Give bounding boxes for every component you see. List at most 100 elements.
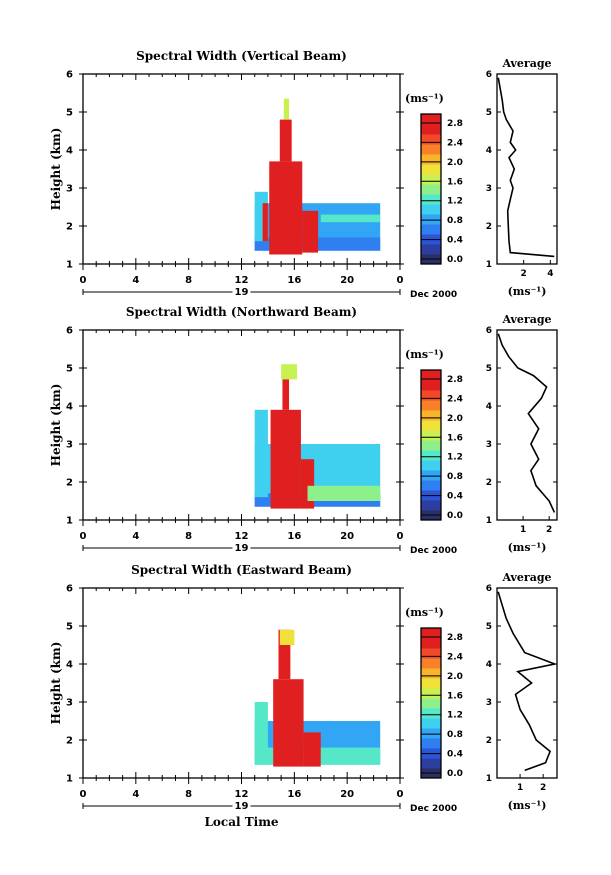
heatmap-cell xyxy=(254,409,268,498)
x-tick-label: 16 xyxy=(287,789,301,800)
colorbar-units: (ms⁻¹) xyxy=(405,348,444,361)
colorbar-segment xyxy=(421,668,441,679)
colorbar-segment xyxy=(421,184,441,195)
colorbar-tick-label: 0.8 xyxy=(447,472,463,482)
heatmap-cell xyxy=(254,702,268,759)
colorbar-segment xyxy=(421,420,441,431)
profile-y-tick-label: 6 xyxy=(486,70,492,80)
y-tick-label: 6 xyxy=(66,326,73,337)
x-tick-label: 4 xyxy=(132,789,139,800)
colorbar-segment xyxy=(421,758,441,769)
colorbar-tick-label: 0.4 xyxy=(447,750,463,760)
profile-line xyxy=(497,77,555,258)
colorbar-segment xyxy=(421,688,441,699)
profile-y-tick-label: 5 xyxy=(486,622,492,632)
colorbar-tick-label: 2.0 xyxy=(447,414,463,424)
y-axis-label: Height (km) xyxy=(49,384,63,467)
y-tick-label: 3 xyxy=(66,440,73,451)
heatmap-cell xyxy=(283,98,290,120)
day-label: 19 xyxy=(235,801,249,812)
colorbar-segment xyxy=(421,500,441,511)
profile-y-tick-label: 6 xyxy=(486,326,492,336)
x-tick-label: 8 xyxy=(185,789,192,800)
profile-y-tick-label: 4 xyxy=(486,146,492,156)
day-label: 19 xyxy=(235,287,249,298)
profile-y-tick-label: 5 xyxy=(486,364,492,374)
y-tick-label: 1 xyxy=(66,260,73,271)
colorbar-tick-label: 0.4 xyxy=(447,236,463,246)
colorbar-segment xyxy=(421,224,441,235)
colorbar-frame xyxy=(420,627,442,779)
y-tick-label: 3 xyxy=(66,184,73,195)
profile-y-tick-label: 3 xyxy=(486,440,492,450)
x-tick-label: 12 xyxy=(235,275,249,286)
heatmap-cell xyxy=(282,375,290,410)
colorbar-segment xyxy=(421,390,441,401)
x-axis-label: Local Time xyxy=(204,815,278,829)
colorbar-tick-label: 2.0 xyxy=(447,158,463,168)
colorbar-tick-label: 2.4 xyxy=(447,138,463,148)
colorbar-segment xyxy=(421,460,441,471)
profile-y-tick-label: 1 xyxy=(486,516,492,526)
heatmap-cell xyxy=(300,459,315,509)
profile-y-tick-label: 3 xyxy=(486,184,492,194)
y-tick-label: 4 xyxy=(66,660,73,671)
profile-title: Average xyxy=(501,313,551,326)
colorbar-segment xyxy=(421,470,441,481)
profile-x-tick-label: 1 xyxy=(517,783,523,793)
colorbar-segment xyxy=(421,450,441,461)
panel-3: Spectral Width (Eastward Beam)123456Heig… xyxy=(49,563,558,814)
x-tick-label: 0 xyxy=(397,531,404,542)
colorbar-tick-label: 1.6 xyxy=(447,691,463,701)
colorbar-tick-label: 1.2 xyxy=(447,197,463,207)
colorbar-segment xyxy=(421,708,441,719)
y-tick-label: 2 xyxy=(66,478,73,489)
colorbar-segment xyxy=(421,194,441,205)
y-tick-label: 4 xyxy=(66,146,73,157)
colorbar-frame xyxy=(420,113,442,265)
x-tick-label: 0 xyxy=(80,789,87,800)
profile-title: Average xyxy=(501,571,551,584)
heatmap-cells xyxy=(254,98,381,255)
day-label-bg xyxy=(232,542,251,552)
chart-title: Spectral Width (Northward Beam) xyxy=(126,305,357,319)
colorbar-tick-label: 2.8 xyxy=(447,375,463,385)
heatmap-cell xyxy=(270,409,301,509)
panel-1: Spectral Width (Vertical Beam)123456Heig… xyxy=(49,49,558,300)
profile-line xyxy=(497,333,556,513)
colorbar-segment xyxy=(421,370,441,381)
profile-x-tick-label: 1 xyxy=(520,525,526,535)
y-tick-label: 4 xyxy=(66,402,73,413)
colorbar-tick-label: 0.0 xyxy=(447,769,463,779)
colorbar-segment xyxy=(421,154,441,165)
profile-frame xyxy=(496,73,558,265)
colorbar-tick-label: 1.6 xyxy=(447,177,463,187)
y-tick-label: 6 xyxy=(66,584,73,595)
profile-xlabel: (ms⁻¹) xyxy=(508,541,547,554)
colorbar-segment xyxy=(421,738,441,749)
colorbar-frame xyxy=(420,369,442,521)
x-tick-label: 8 xyxy=(185,531,192,542)
profile-x-tick-label: 2 xyxy=(546,525,552,535)
profile-y-tick-label: 2 xyxy=(486,478,492,488)
profile-y-tick-label: 5 xyxy=(486,108,492,118)
colorbar-tick-label: 2.8 xyxy=(447,119,463,129)
colorbar-tick-label: 1.2 xyxy=(447,711,463,721)
profile-y-tick-label: 3 xyxy=(486,698,492,708)
y-tick-label: 2 xyxy=(66,222,73,233)
y-tick-label: 6 xyxy=(66,70,73,81)
heatmap-cell xyxy=(281,364,297,380)
profile-y-tick-label: 1 xyxy=(486,774,492,784)
colorbar-tick-label: 0.8 xyxy=(447,730,463,740)
colorbar-segment xyxy=(421,214,441,225)
colorbar-segment xyxy=(421,718,441,729)
profile-xlabel: (ms⁻¹) xyxy=(508,285,547,298)
colorbar-segment xyxy=(421,678,441,689)
colorbar-tick-label: 2.0 xyxy=(447,672,463,682)
colorbar-segment xyxy=(421,430,441,441)
colorbar-segment xyxy=(421,144,441,155)
date-label: Dec 2000 xyxy=(410,290,457,300)
y-axis-label: Height (km) xyxy=(49,642,63,725)
colorbar-tick-label: 0.0 xyxy=(447,511,463,521)
